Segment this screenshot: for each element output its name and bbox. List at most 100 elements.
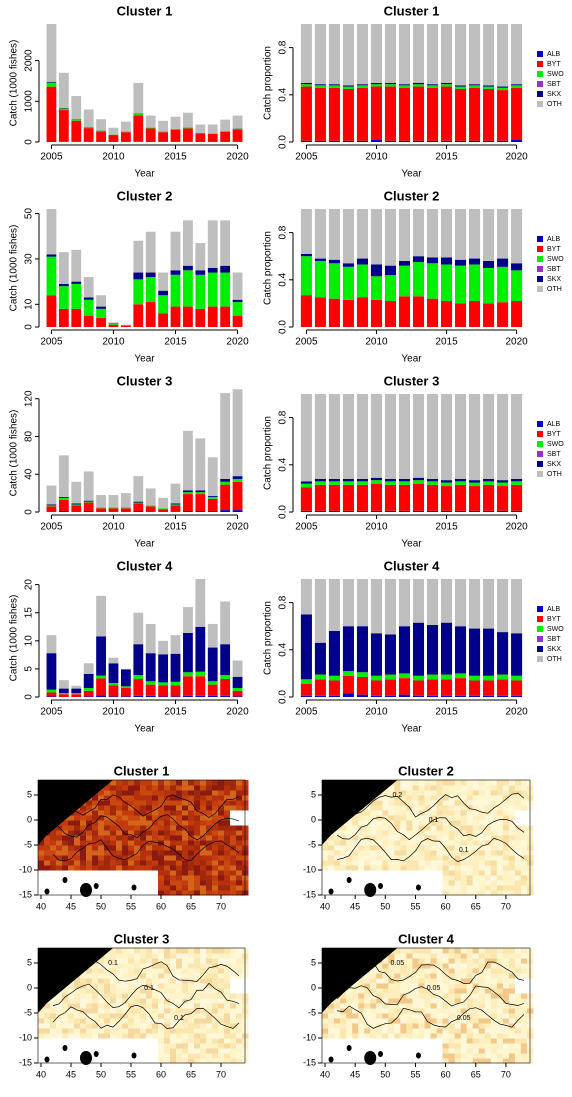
map-cell: [230, 850, 237, 856]
map-cell: [176, 988, 183, 994]
map-cell: [176, 815, 183, 821]
map-cell: [128, 815, 135, 821]
x-tick-label: 70: [501, 901, 511, 911]
map-cell: [424, 1058, 432, 1064]
map-cell: [212, 785, 219, 791]
bar-segment: [71, 249, 82, 282]
map-cell: [454, 998, 462, 1004]
map-cell: [484, 973, 492, 979]
bar-segment: [120, 325, 131, 326]
map-cell: [146, 1013, 153, 1019]
map-cell: [496, 1058, 504, 1064]
map-cell: [44, 1013, 51, 1019]
bar-segment: [440, 394, 453, 481]
map-cell: [484, 1023, 492, 1029]
map-cell: [134, 815, 141, 821]
map-cell: [68, 1023, 75, 1029]
map-cell: [230, 810, 237, 816]
map-cell: [508, 983, 516, 989]
map-cell: [334, 1023, 341, 1029]
map-cell: [340, 830, 347, 836]
map-cell: [134, 953, 141, 959]
map-cell: [152, 1038, 159, 1044]
map-cell: [146, 785, 153, 791]
map-cell: [388, 840, 395, 846]
bar-segment: [300, 579, 312, 615]
map-cell: [110, 865, 117, 871]
map-cell: [340, 1028, 347, 1034]
map-cell: [358, 855, 365, 861]
bar-segment: [170, 696, 181, 697]
map-cell: [418, 800, 425, 806]
map-cell: [418, 805, 425, 811]
map-cell: [466, 953, 474, 959]
map-cell: [394, 948, 401, 954]
bar-segment: [120, 669, 131, 687]
map-cell: [200, 865, 207, 871]
map-cell: [448, 993, 456, 999]
map-cell: [508, 810, 516, 816]
map-cell: [406, 865, 413, 871]
map-cell: [92, 998, 99, 1004]
bar-segment: [455, 209, 467, 260]
map-cell: [490, 815, 498, 821]
map-cell: [508, 875, 516, 881]
map-cell: [406, 875, 413, 881]
map-cell: [352, 1033, 359, 1039]
bar-segment: [497, 90, 509, 141]
map-cell: [418, 963, 425, 969]
map-cell: [146, 1003, 153, 1009]
bar-segment: [370, 209, 383, 265]
bar-segment: [497, 695, 509, 697]
map-cell: [110, 875, 117, 881]
map-cell: [218, 890, 225, 896]
map-cell: [188, 785, 195, 791]
map-cell: [170, 1028, 177, 1034]
map-cell: [44, 845, 51, 851]
map-cell: [412, 830, 419, 836]
map-cell: [382, 815, 389, 821]
bar-segment: [108, 508, 119, 512]
bar-segment: [300, 394, 312, 482]
map-cell: [80, 1023, 87, 1029]
map-cell: [460, 890, 468, 896]
island: [328, 888, 334, 895]
bar-segment: [314, 297, 326, 327]
map-cell: [158, 1043, 165, 1049]
map-cell: [394, 1048, 401, 1054]
map-cell: [502, 963, 510, 969]
map-cell: [122, 880, 129, 886]
map-cell: [224, 963, 231, 969]
map-cell: [158, 780, 165, 786]
island: [93, 883, 99, 889]
map-cell: [206, 1058, 213, 1064]
map-cell: [460, 958, 468, 964]
bar-segment: [108, 135, 119, 142]
map-cell: [382, 840, 389, 846]
map-cell: [230, 865, 237, 871]
bar-segment: [195, 438, 206, 491]
map-cell: [86, 830, 93, 836]
x-tick-label: 50: [96, 1069, 106, 1079]
map-cell: [358, 825, 365, 831]
map-cell: [436, 988, 444, 994]
map-cell: [520, 840, 528, 846]
map-cell: [394, 805, 401, 811]
map-cell: [358, 850, 365, 856]
map-cell: [152, 800, 159, 806]
map-cell: [188, 835, 195, 841]
map-cell: [472, 1048, 480, 1054]
bar-segment: [300, 256, 312, 296]
map-cell: [128, 875, 135, 881]
bar-segment: [426, 484, 439, 511]
map-cell: [170, 815, 177, 821]
map-cell: [436, 880, 444, 886]
map-cell: [430, 1048, 438, 1054]
map-cell: [38, 1008, 45, 1014]
map-cell: [224, 820, 231, 826]
map-cell: [224, 815, 231, 821]
map-cell: [176, 973, 183, 979]
map-cell: [400, 800, 407, 806]
bar-segment: [328, 24, 340, 85]
map-cell: [152, 865, 159, 871]
